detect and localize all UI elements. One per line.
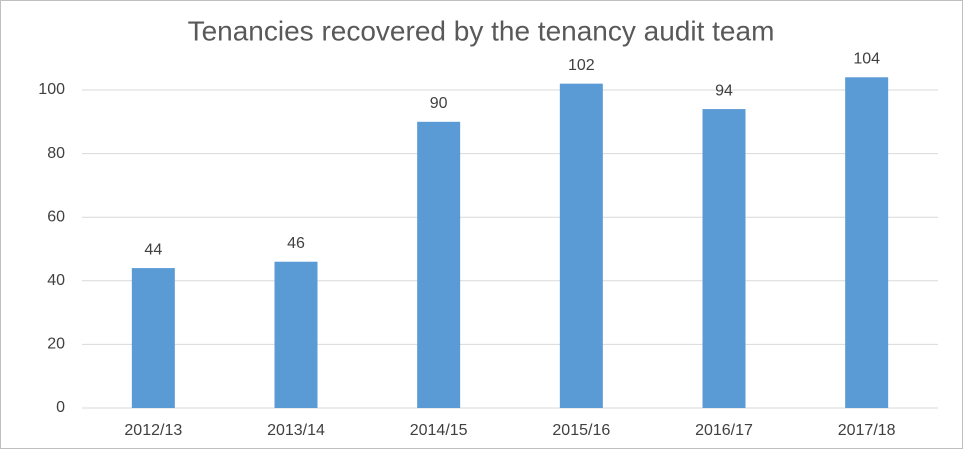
bar	[131, 268, 175, 408]
x-tick-label: 2017/18	[838, 422, 896, 439]
value-label: 102	[568, 57, 595, 74]
y-tick-label: 80	[47, 145, 65, 162]
value-label: 104	[853, 50, 880, 67]
y-tick-label: 60	[47, 208, 65, 225]
value-label: 90	[430, 95, 448, 112]
y-tick-label: 100	[38, 81, 65, 98]
x-tick-label: 2016/17	[695, 422, 753, 439]
y-tick-label: 0	[56, 399, 65, 416]
x-tick-label: 2014/15	[410, 422, 468, 439]
bar	[702, 109, 746, 408]
value-label: 94	[715, 82, 733, 99]
value-label: 44	[144, 241, 162, 258]
chart-title: Tenancies recovered by the tenancy audit…	[188, 15, 775, 46]
bar	[845, 77, 889, 408]
value-label: 46	[287, 235, 305, 252]
x-tick-label: 2015/16	[552, 422, 610, 439]
bar	[559, 83, 603, 408]
y-tick-label: 40	[47, 272, 65, 289]
y-tick-label: 20	[47, 336, 65, 353]
x-tick-label: 2012/13	[124, 422, 182, 439]
x-tick-label: 2013/14	[267, 422, 325, 439]
bar	[417, 121, 461, 409]
bar	[274, 261, 318, 408]
